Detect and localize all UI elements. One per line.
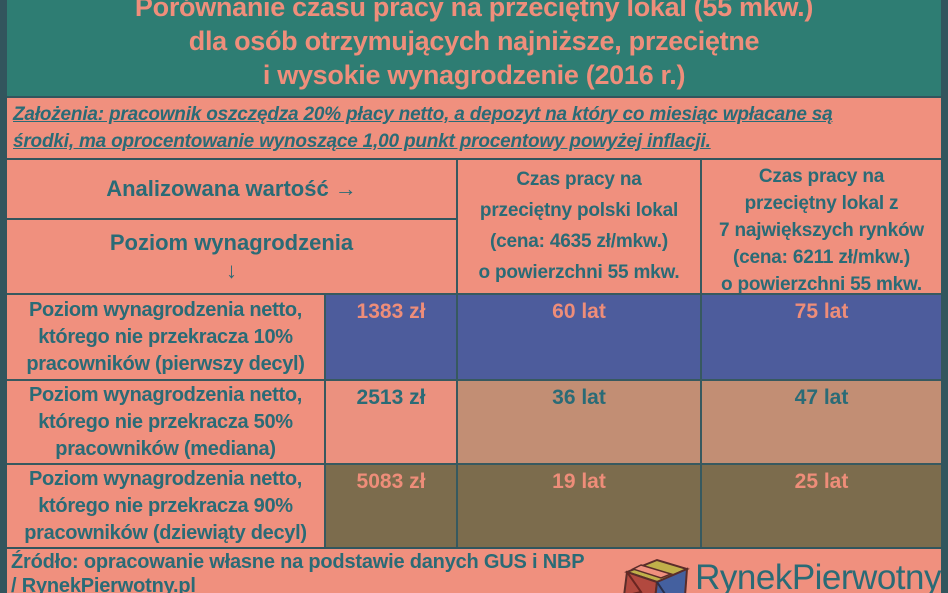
rynekpierwotny-logo: RynekPierwotny (617, 552, 941, 593)
years-poland-first-decile: 60 lat (458, 295, 700, 379)
header-merged-cell: Analizowana wartość → Poziom wynagrodzen… (7, 160, 456, 293)
years-seven-markets-first-decile: 75 lat (702, 295, 941, 379)
source-text: Źródło: opracowanie własne na podstawie … (11, 551, 585, 593)
assumptions-text: Założenia: pracownik oszczędza 20% płacy… (13, 104, 833, 152)
salary-first-decile: 1383 zł (326, 295, 456, 379)
assumptions-band: Założenia: pracownik oszczędza 20% płacy… (7, 96, 941, 158)
analyzed-value-header: Analizowana wartość → (7, 160, 456, 220)
title-band: Porównanie czasu pracy na przeciętny lok… (7, 0, 941, 96)
years-seven-markets-ninth-decile: 25 lat (702, 465, 941, 547)
row-label-first-decile: Poziom wynagrodzenia netto, którego nie … (7, 295, 324, 379)
comparison-table: Analizowana wartość → Poziom wynagrodzen… (7, 158, 941, 547)
column-header-seven-markets: Czas pracy na przeciętny lokal z 7 najwi… (702, 160, 941, 293)
brick-cube-icon (623, 558, 691, 593)
salary-level-header: Poziom wynagrodzenia ↓ (109, 229, 354, 283)
years-seven-markets-median: 47 lat (702, 381, 941, 463)
years-poland-median: 36 lat (458, 381, 700, 463)
salary-ninth-decile: 5083 zł (326, 465, 456, 547)
row-label-ninth-decile: Poziom wynagrodzenia netto, którego nie … (7, 465, 324, 547)
page-title: Porównanie czasu pracy na przeciętny lok… (134, 0, 814, 90)
column-header-poland: Czas pracy na przeciętny polski lokal (c… (458, 160, 700, 293)
logo-wordmark: RynekPierwotny (695, 558, 941, 593)
salary-median: 2513 zł (326, 381, 456, 463)
years-poland-ninth-decile: 19 lat (458, 465, 700, 547)
footer-band: Źródło: opracowanie własne na podstawie … (7, 547, 941, 593)
row-label-median: Poziom wynagrodzenia netto, którego nie … (7, 381, 324, 463)
